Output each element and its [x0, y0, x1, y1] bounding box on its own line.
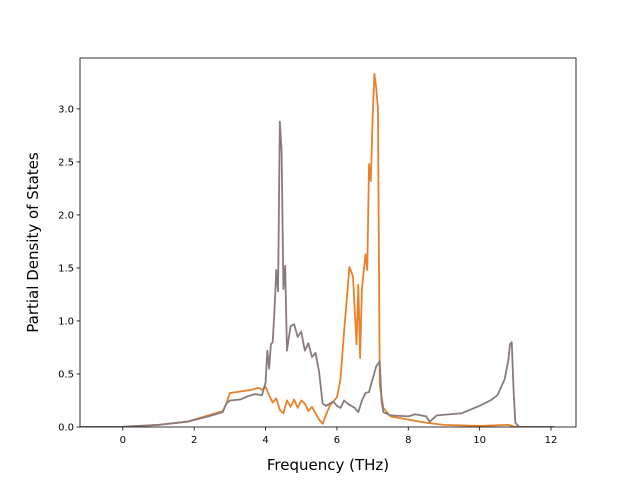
y-axis-label: Partial Density of States	[24, 152, 42, 333]
x-tick-label: 10	[473, 435, 486, 446]
y-tick-label: 1.0	[58, 316, 74, 327]
x-tick-label: 6	[334, 435, 340, 446]
series-line-2	[80, 120, 555, 427]
y-tick-label: 2.5	[58, 157, 74, 168]
y-tick-label: 0.5	[58, 369, 74, 380]
axis-ticks: 0 2 4 6 8 10 12 0.0 0.5 1.0 1.5 2.0 2.5 3.0	[58, 104, 557, 446]
plot-area	[80, 73, 555, 427]
x-tick-label: 4	[262, 435, 268, 446]
y-tick-label: 0.0	[58, 423, 74, 434]
y-tick-label: 2.0	[58, 210, 74, 221]
x-tick-label: 2	[191, 435, 197, 446]
x-tick-label: 8	[405, 435, 411, 446]
y-tick-label: 1.5	[58, 263, 74, 274]
x-axis-label: Frequency (THz)	[267, 456, 389, 474]
y-tick-label: 3.0	[58, 104, 74, 115]
plot-frame	[79, 57, 577, 428]
x-tick-label: 12	[545, 435, 558, 446]
series-line-1	[80, 73, 555, 427]
x-tick-label: 0	[120, 435, 126, 446]
